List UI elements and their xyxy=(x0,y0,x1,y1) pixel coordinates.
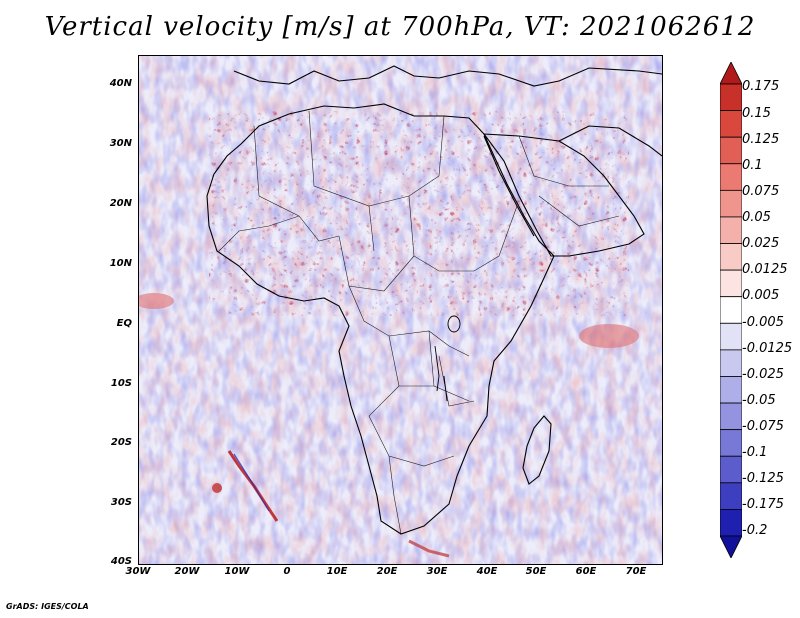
indian-ocean-updraft xyxy=(139,293,639,348)
colorbar-label: -0.125 xyxy=(742,471,784,486)
colorbar-label: -0.05 xyxy=(742,393,776,408)
lon-label-0: 0 xyxy=(283,566,291,577)
colorbar-label: -0.075 xyxy=(742,419,784,434)
colorbar-top-triangle xyxy=(720,62,742,85)
colorbar-box xyxy=(720,349,742,377)
colorbar-box xyxy=(720,509,742,537)
lat-label-10n: 10N xyxy=(109,258,132,269)
lat-label-eq: EQ xyxy=(116,318,132,329)
colorbar-label: 0.125 xyxy=(742,132,780,147)
colorbar-box xyxy=(720,136,742,165)
lon-label-10w: 10W xyxy=(224,566,250,577)
colorbar-label: -0.025 xyxy=(742,367,784,382)
lon-label-10e: 10E xyxy=(326,566,348,577)
colorbar-label: 0.025 xyxy=(742,236,780,251)
lon-label-50e: 50E xyxy=(525,566,547,577)
country-borders xyxy=(218,110,620,535)
coastlines xyxy=(206,65,662,535)
lon-label-70e: 70E xyxy=(625,566,647,577)
colorbar-box xyxy=(720,296,742,324)
colorbar-box xyxy=(720,376,742,404)
colorbar-label: 0.0125 xyxy=(742,262,788,277)
colorbar-box xyxy=(720,402,742,431)
lat-label-30n: 30N xyxy=(109,138,132,149)
colorbar-label: -0.2 xyxy=(742,523,768,538)
colorbar-box xyxy=(720,216,742,244)
colorbar-label: 0.15 xyxy=(742,106,771,121)
lon-label-30e: 30E xyxy=(426,566,448,577)
colorbar-label: -0.0125 xyxy=(742,341,793,356)
colorbar-box xyxy=(720,429,742,457)
lat-label-10s: 10S xyxy=(110,378,132,389)
credit-label: GrADS: IGES/COLA xyxy=(6,602,89,611)
southern-ocean-front xyxy=(212,450,450,558)
lat-label-30s: 30S xyxy=(110,497,132,508)
colorbar-box xyxy=(720,322,742,351)
colorbar-box xyxy=(720,83,742,111)
colorbar-label: 0.075 xyxy=(742,184,780,199)
velocity-field-map xyxy=(139,56,662,564)
colorbar-label: 0.175 xyxy=(742,79,780,94)
lon-label-20e: 20E xyxy=(376,566,398,577)
colorbar-box xyxy=(720,482,742,510)
colorbar-box xyxy=(720,189,742,218)
lon-label-40e: 40E xyxy=(476,566,498,577)
colorbar-box xyxy=(720,243,742,271)
lakes xyxy=(434,315,461,402)
colorbar-label: 0.05 xyxy=(742,210,771,225)
map-title: Vertical velocity [m/s] at 700hPa, VT: 2… xyxy=(44,12,756,42)
lat-label-20n: 20N xyxy=(109,198,132,209)
colorbar-bottom-triangle xyxy=(720,535,742,558)
lon-label-60e: 60E xyxy=(575,566,597,577)
colorbar-label: -0.1 xyxy=(742,445,768,460)
colorbar-box xyxy=(720,163,742,191)
colorbar-box xyxy=(720,110,742,138)
colorbar-label: 0.1 xyxy=(742,158,763,173)
lon-label-20w: 20W xyxy=(174,566,200,577)
colorbar xyxy=(720,62,742,558)
lat-label-40s: 40S xyxy=(110,556,132,567)
colorbar-box xyxy=(720,455,742,484)
map-plot-area xyxy=(138,55,663,565)
colorbar-box xyxy=(720,269,742,298)
colorbar-label: -0.175 xyxy=(742,497,784,512)
land-intense-texture xyxy=(209,111,629,316)
lat-label-40n: 40N xyxy=(109,78,132,89)
lon-label-30w: 30W xyxy=(125,566,151,577)
colorbar-label: 0.005 xyxy=(742,288,780,303)
colorbar-label: -0.005 xyxy=(742,315,784,330)
lat-label-20s: 20S xyxy=(110,437,132,448)
